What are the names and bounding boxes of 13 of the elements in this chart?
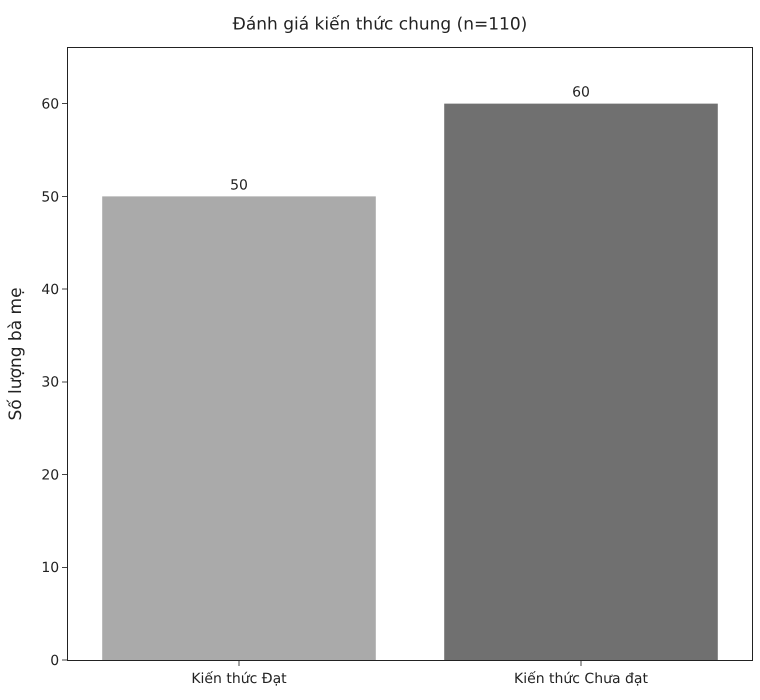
data-label: 60: [572, 84, 590, 101]
x-tick-label: Kiến thức Chưa đạt: [514, 670, 648, 687]
y-tick-label: 50: [41, 189, 60, 206]
y-tick-label: 60: [41, 96, 60, 113]
data-label: 50: [230, 177, 248, 194]
y-axis-title: Số lượng bà mẹ: [6, 287, 26, 421]
y-tick-label: 30: [41, 374, 60, 391]
chart-title: Đánh giá kiến thức chung (n=110): [232, 14, 528, 34]
y-tick-label: 40: [41, 282, 60, 298]
y-tick-label: 0: [50, 652, 60, 669]
y-tick-label: 20: [41, 467, 60, 484]
x-tick-label: Kiến thức Đạt: [191, 670, 288, 687]
y-tick-label: 10: [41, 560, 60, 576]
